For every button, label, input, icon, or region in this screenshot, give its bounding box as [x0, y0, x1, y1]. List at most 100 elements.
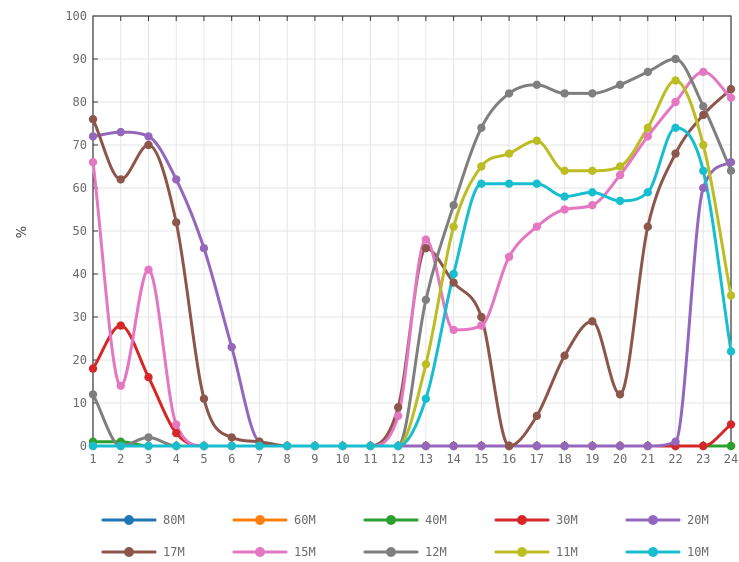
data-point-12m [88, 390, 98, 399]
data-point-10m [116, 441, 125, 451]
data-point-12m [699, 102, 708, 111]
data-point-12m [615, 80, 625, 90]
data-point-12m [421, 295, 431, 304]
data-point-17m [588, 317, 597, 326]
y-tick-label: 40 [73, 267, 87, 281]
data-point-10m [421, 394, 431, 403]
data-point-30m [88, 364, 98, 373]
data-point-15m [116, 381, 125, 390]
y-tick-label: 100 [65, 9, 87, 23]
data-point-17m [504, 441, 514, 451]
series-points [88, 54, 736, 451]
data-point-11m [671, 76, 680, 85]
data-point-15m [421, 235, 431, 244]
data-point-15m [144, 265, 153, 274]
x-tick-label: 12 [391, 452, 405, 466]
data-point-10m [615, 196, 625, 206]
x-tick-label: 7 [256, 452, 263, 466]
data-point-12m [449, 201, 458, 210]
legend-label-80m: 80M [163, 513, 185, 527]
legend-label-40m: 40M [425, 513, 447, 527]
series-line-15m [91, 70, 733, 448]
data-point-30m [144, 373, 153, 382]
x-tick-label: 24 [724, 452, 738, 466]
data-point-20m [477, 441, 486, 451]
y-tick-label: 10 [73, 396, 87, 410]
data-point-12m [726, 166, 736, 175]
data-point-17m [477, 312, 486, 322]
x-tick-label: 17 [530, 452, 544, 466]
data-point-10m [449, 269, 458, 279]
legend-label-30m: 30M [556, 513, 578, 527]
data-point-15m [699, 67, 708, 77]
data-point-15m [726, 93, 736, 102]
x-tick-label: 2 [117, 452, 124, 466]
data-point-20m [144, 132, 153, 141]
data-point-10m [88, 441, 98, 451]
data-point-17m [726, 84, 736, 94]
data-point-10m [671, 123, 680, 132]
data-point-17m [643, 222, 652, 231]
legend-marker-17m [124, 547, 134, 557]
data-point-30m [172, 428, 181, 438]
data-point-11m [699, 140, 708, 150]
data-point-10m [172, 441, 181, 451]
data-point-10m [366, 441, 375, 451]
x-tick-label: 8 [284, 452, 291, 466]
data-point-17m [615, 390, 625, 399]
data-point-12m [643, 67, 652, 77]
data-point-15m [615, 170, 625, 180]
y-tick-label: 60 [73, 181, 87, 195]
legend-marker-60m [255, 515, 265, 525]
x-tick-label: 18 [557, 452, 571, 466]
data-point-10m [338, 441, 347, 451]
data-point-15m [88, 158, 98, 167]
data-point-20m [671, 437, 680, 446]
x-tick-label: 23 [696, 452, 710, 466]
x-tick-label: 15 [474, 452, 488, 466]
legend-marker-10m [648, 547, 658, 557]
data-point-20m [532, 441, 542, 451]
data-point-11m [643, 123, 652, 132]
data-point-11m [726, 291, 736, 300]
y-tick-label: 70 [73, 138, 87, 152]
x-tick-label: 1 [89, 452, 96, 466]
legend-marker-20m [648, 515, 658, 525]
data-point-20m [643, 441, 652, 451]
y-tick-label: 80 [73, 95, 87, 109]
data-point-17m [699, 110, 708, 120]
data-point-17m [671, 149, 680, 158]
data-point-10m [393, 441, 403, 451]
legend-label-15m: 15M [294, 545, 316, 559]
legend-label-11m: 11M [556, 545, 578, 559]
y-axis-label: % [15, 226, 30, 238]
data-point-20m [560, 441, 569, 451]
legend-marker-30m [517, 515, 527, 525]
legend-label-12m: 12M [425, 545, 447, 559]
x-tick-label: 11 [363, 452, 377, 466]
data-point-10m [699, 166, 708, 175]
data-point-10m [588, 188, 597, 197]
data-point-10m [227, 441, 236, 451]
data-point-10m [310, 441, 320, 451]
x-tick-label: 3 [145, 452, 152, 466]
y-tick-label: 30 [73, 310, 87, 324]
data-point-15m [477, 321, 486, 330]
data-point-17m [199, 394, 209, 403]
data-point-15m [532, 222, 542, 231]
legend-marker-12m [386, 547, 396, 557]
data-point-20m [615, 441, 625, 451]
data-point-15m [560, 205, 569, 214]
data-point-40m [726, 441, 736, 451]
data-point-17m [172, 218, 181, 227]
x-tick-label: 22 [668, 452, 682, 466]
data-point-10m [144, 441, 153, 451]
data-point-12m [671, 54, 680, 64]
legend-marker-15m [255, 547, 265, 557]
data-point-20m [449, 441, 458, 451]
data-point-17m [88, 115, 98, 124]
data-point-15m [504, 252, 514, 261]
